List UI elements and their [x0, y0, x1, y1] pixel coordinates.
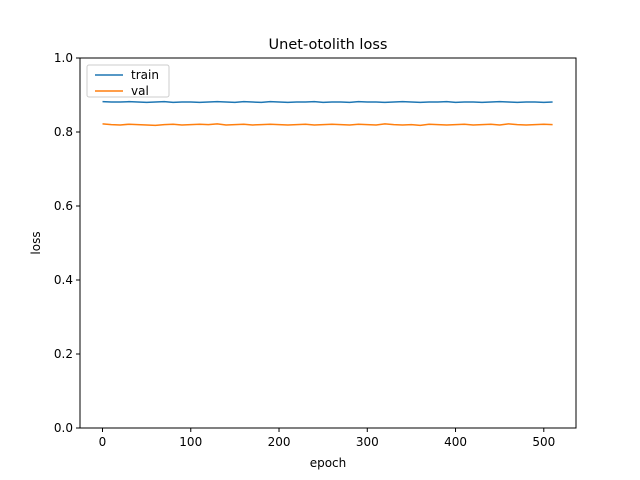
y-tick-label: 0.4	[54, 273, 73, 287]
y-tick-label: 0.0	[54, 421, 73, 435]
x-tick-label: 100	[179, 435, 202, 449]
x-tick-label: 0	[99, 435, 107, 449]
x-tick-label: 200	[268, 435, 291, 449]
series-layer	[102, 100, 553, 127]
chart-title: Unet-otolith loss	[269, 37, 388, 53]
legend-label-train: train	[131, 68, 159, 82]
y-tick-label: 0.8	[54, 125, 73, 139]
y-axis: 0.0 0.2 0.4 0.6 0.8 1.0	[54, 51, 80, 435]
x-axis-title: epoch	[310, 456, 347, 470]
x-tick-label: 300	[356, 435, 379, 449]
x-tick-label: 500	[532, 435, 555, 449]
x-axis: 0 100 200 300 400 500	[99, 428, 555, 449]
y-tick-label: 0.6	[54, 199, 73, 213]
legend-label-val: val	[131, 84, 149, 98]
legend: train val	[86, 64, 170, 98]
plot-frame	[79, 57, 577, 429]
series-line-train	[102, 100, 553, 104]
y-axis-title: loss	[29, 231, 43, 254]
legend-box	[86, 64, 170, 98]
x-tick-label: 400	[444, 435, 467, 449]
series-line-val	[102, 123, 553, 127]
y-tick-label: 0.2	[54, 347, 73, 361]
y-tick-label: 1.0	[54, 51, 73, 65]
